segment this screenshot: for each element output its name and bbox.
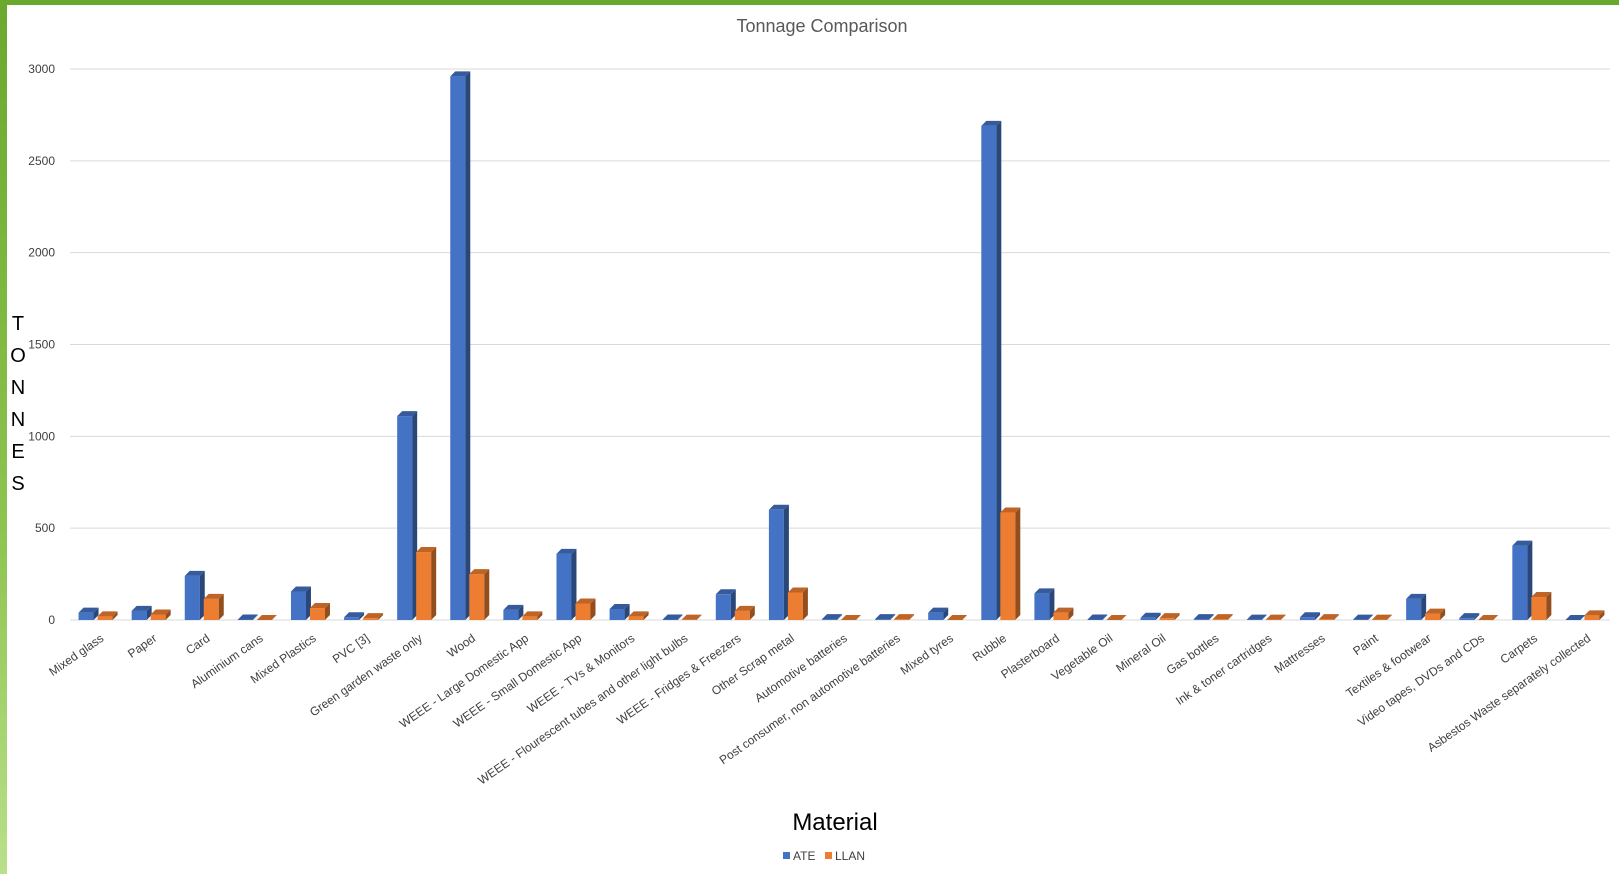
bar-ate — [1246, 614, 1267, 620]
bar-ate — [1459, 613, 1480, 620]
bar-ate — [1140, 612, 1161, 620]
bar-ate — [237, 614, 258, 620]
bar-ate — [344, 612, 365, 620]
category-label: Paint — [1350, 631, 1381, 659]
bar-ate — [822, 614, 842, 620]
category-label: Paper — [125, 631, 159, 661]
bar-ate — [397, 411, 418, 620]
bar-llan — [1584, 610, 1605, 620]
y-tick-label: 3000 — [28, 62, 55, 76]
bar-llan — [97, 611, 118, 620]
category-label: Wood — [444, 631, 478, 660]
bar-llan — [1478, 615, 1499, 620]
bar-ate — [875, 614, 896, 620]
bar-llan — [363, 613, 384, 620]
bar-ate — [1512, 540, 1533, 620]
legend-swatch — [825, 852, 832, 859]
bar-llan — [1318, 614, 1339, 620]
category-label: Ink & toner cartridges — [1173, 631, 1274, 708]
category-label: Carpets — [1498, 631, 1540, 667]
bar-llan — [469, 569, 490, 620]
y-tick-label: 2000 — [28, 246, 55, 260]
legend: ATE LLAN — [783, 849, 865, 863]
bar-ate — [662, 614, 683, 620]
bar-ate — [450, 71, 471, 620]
bar-llan — [1159, 613, 1180, 620]
y-tick-label: 1500 — [28, 338, 55, 352]
bar-ate — [981, 120, 1002, 620]
y-tick-label: 500 — [35, 521, 55, 535]
legend-swatch — [783, 852, 790, 859]
bar-llan — [416, 547, 437, 620]
bar-ate — [1565, 615, 1586, 620]
category-label: Automotive batteries — [752, 631, 850, 705]
category-label: Mineral Oil — [1113, 631, 1168, 675]
bar-llan — [256, 615, 277, 620]
bar-llan — [150, 609, 171, 620]
bar-ate — [503, 604, 524, 620]
bar-llan — [1425, 608, 1446, 620]
category-label: Rubble — [970, 631, 1009, 664]
bar-llan — [681, 614, 702, 620]
bar-ate — [556, 548, 577, 620]
y-tick-label: 1000 — [28, 429, 55, 443]
bar-llan — [1000, 507, 1021, 620]
bar-ate — [1034, 588, 1055, 620]
bar-ate — [1087, 614, 1108, 620]
y-axis-label-letter: N — [10, 377, 26, 399]
bar-ate — [1193, 614, 1214, 620]
bar-ate — [290, 586, 311, 620]
bar-llan — [947, 615, 968, 620]
y-axis-label-letter: O — [10, 345, 26, 367]
frame-top-border — [0, 0, 1619, 5]
bar-llan — [841, 615, 861, 620]
bar-llan — [1531, 592, 1552, 620]
y-tick-label: 0 — [48, 613, 55, 627]
y-axis-label-letter: E — [11, 441, 25, 463]
bar-llan — [1106, 615, 1127, 620]
bar-llan — [734, 605, 755, 620]
y-axis-label-letter: N — [10, 409, 26, 431]
category-label: Mattresses — [1272, 631, 1328, 676]
bar-ate — [768, 504, 789, 620]
x-axis-label: Material — [792, 809, 877, 836]
bar-ate — [609, 603, 630, 620]
bar-llan — [575, 598, 596, 620]
legend-label: LLAN — [835, 849, 865, 863]
bar-llan — [1372, 614, 1393, 620]
bar-ate — [78, 607, 99, 620]
bar-llan — [787, 587, 808, 620]
category-label: Mixed tyres — [898, 631, 956, 678]
bar-ate — [928, 607, 949, 620]
bar-ate — [1353, 614, 1374, 620]
bars — [78, 71, 1605, 620]
y-axis-label-letter: T — [11, 313, 25, 335]
bar-llan — [894, 614, 915, 620]
bar-llan — [1212, 614, 1233, 620]
bar-llan — [1265, 614, 1286, 620]
bar-ate — [1299, 612, 1320, 620]
gridlines — [70, 68, 1610, 621]
category-label: Card — [183, 631, 212, 657]
bar-ate — [184, 570, 205, 620]
category-label: Post consumer, non automotive batteries — [717, 631, 903, 767]
bar-llan — [203, 593, 224, 620]
chart-title: Tonnage Comparison — [736, 16, 907, 36]
legend-label: ATE — [793, 849, 815, 863]
y-tick-label: 2500 — [28, 154, 55, 168]
bar-llan — [1053, 607, 1074, 620]
bar-llan — [628, 611, 649, 620]
category-label: Mixed glass — [46, 631, 106, 679]
bar-ate — [131, 605, 152, 620]
bar-ate — [1406, 593, 1427, 620]
bar-ate — [715, 589, 736, 620]
frame-left-border — [0, 0, 7, 874]
category-label: PVC [3] — [330, 631, 372, 666]
y-axis-label-letter: S — [11, 473, 25, 495]
bar-llan — [522, 611, 543, 620]
y-tick-labels: 0 500 1000 1500 2000 2500 3000 — [28, 62, 55, 627]
bar-llan — [309, 603, 330, 620]
